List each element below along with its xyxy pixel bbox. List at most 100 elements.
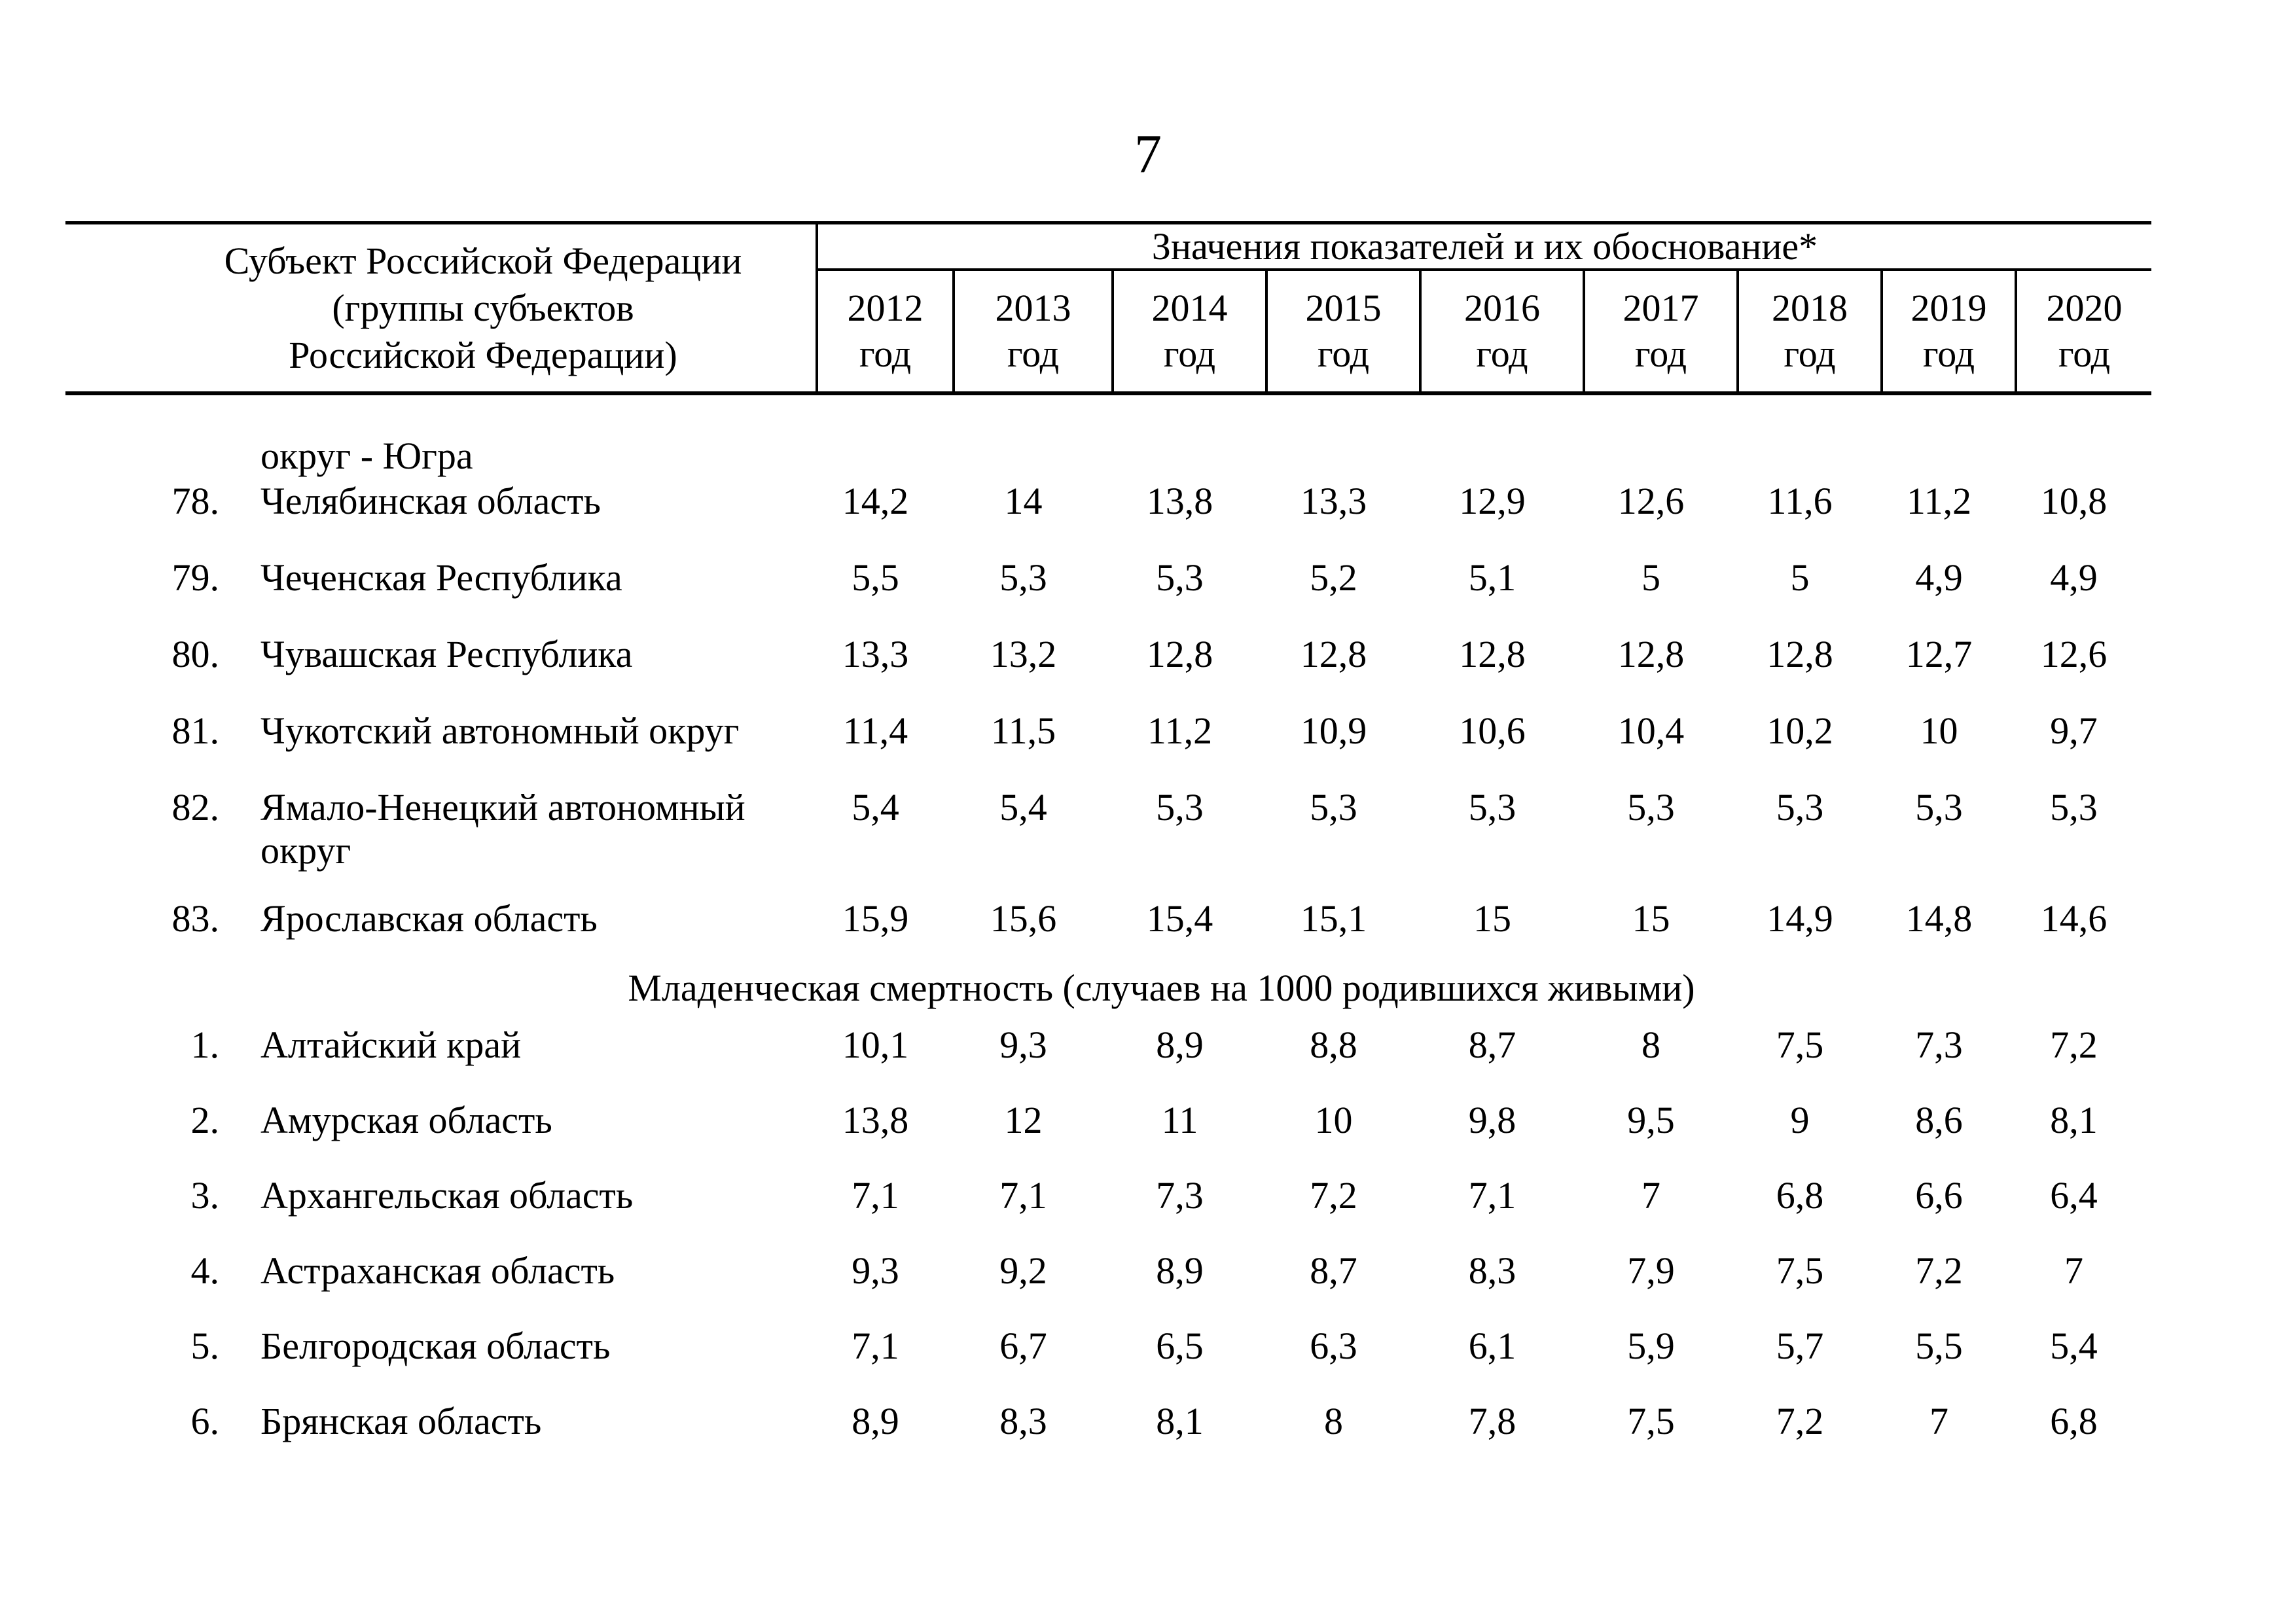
- indicators-table: Субъект Российской Федерации (группы суб…: [65, 221, 2152, 1475]
- value-cell: [954, 393, 1113, 480]
- year-column-header-2014: 2014 год: [1111, 270, 1267, 395]
- value-cell: 15,6: [990, 897, 1057, 940]
- year-column-header-2015: 2015 год: [1265, 270, 1421, 395]
- value-cell: 10,4: [1617, 709, 1685, 752]
- value-cell: 15,4: [1146, 897, 1213, 940]
- table-row: 78. Челябинская область 14,2 14 13,8 13,3 12,9…: [65, 480, 2151, 556]
- value-cell: 7,8: [1468, 1400, 1516, 1442]
- year-column-header-2013: 2013 год: [952, 270, 1113, 395]
- region-name-cell: Архангельская область: [260, 1174, 634, 1217]
- value-cell: 8: [1641, 1024, 1661, 1066]
- value-cell: 7,2: [1310, 1174, 1357, 1217]
- row-number-cell: 81.: [171, 709, 220, 752]
- value-cell: [1738, 393, 1882, 480]
- value-cell: 6,5: [1156, 1325, 1204, 1367]
- value-cell: 13,3: [1300, 480, 1367, 522]
- value-cell: 9,7: [2050, 709, 2098, 752]
- value-cell: 7,3: [1156, 1174, 1204, 1217]
- value-cell: 10,1: [842, 1024, 909, 1066]
- value-cell: [1584, 393, 1738, 480]
- year-column-header-2019: 2019 год: [1880, 270, 2017, 395]
- region-name-cell: Брянская область: [260, 1400, 542, 1442]
- value-cell: 7,5: [1627, 1400, 1675, 1442]
- row-number-cell: 83.: [171, 897, 220, 940]
- value-cell: 5,4: [999, 786, 1047, 829]
- row-number-cell: 2.: [190, 1099, 220, 1141]
- value-cell: 5,3: [1915, 786, 1963, 829]
- value-cell: 5: [1641, 556, 1661, 599]
- value-cell: 5,4: [852, 786, 899, 829]
- value-cell: 5,3: [2050, 786, 2098, 829]
- table-row: 2. Амурская область 13,8 12 11 10 9,8 9,5 9 8,6 8,…: [65, 1099, 2151, 1174]
- value-cell: 8,1: [1156, 1400, 1204, 1442]
- value-cell: 7,2: [1776, 1400, 1824, 1442]
- value-cell: 8,1: [2050, 1099, 2098, 1141]
- region-name-cell: Астраханская область: [260, 1249, 615, 1292]
- value-cell: 7: [2064, 1249, 2084, 1292]
- value-cell: 10,8: [2040, 480, 2108, 522]
- value-cell: 8,9: [1156, 1024, 1204, 1066]
- value-cell: 12: [1004, 1099, 1043, 1141]
- value-cell: 12,6: [2040, 633, 2108, 675]
- year-column-header-2016: 2016 год: [1419, 270, 1585, 395]
- row-number-cell: [65, 393, 219, 480]
- value-cell: 9,3: [999, 1024, 1047, 1066]
- value-cell: 12,8: [1300, 633, 1367, 675]
- value-cell: 13,3: [842, 633, 909, 675]
- value-cell: 8,8: [1310, 1024, 1357, 1066]
- row-number-cell: 6.: [190, 1400, 220, 1442]
- value-cell: 7: [1929, 1400, 1949, 1442]
- value-cell: 6,1: [1468, 1325, 1516, 1367]
- value-cell: 6,8: [2050, 1400, 2098, 1442]
- row-number-cell: 4.: [190, 1249, 220, 1292]
- header-row-top: Субъект Российской Федерации (группы суб…: [65, 223, 2152, 395]
- table-row: 1. Алтайский край 10,1 9,3 8,9 8,8 8,7 8 7,5 7,3 7…: [65, 1024, 2151, 1099]
- value-cell: [1420, 393, 1584, 480]
- value-cell: 8: [1324, 1400, 1344, 1442]
- row-number-cell: 80.: [171, 633, 220, 675]
- value-cell: 6,6: [1915, 1174, 1963, 1217]
- table-row: 83. Ярославская область 15,9 15,6 15,4 15,1 15…: [65, 897, 2151, 965]
- value-cell: 10: [1920, 709, 1958, 752]
- value-cell: [1882, 393, 2016, 480]
- region-name-cell: Ярославская область: [260, 897, 598, 940]
- value-cell: 5,3: [1468, 786, 1516, 829]
- value-cell: 11,4: [842, 709, 908, 752]
- region-name-cell: Амурская область: [260, 1099, 552, 1141]
- row-number-cell: 3.: [190, 1174, 220, 1217]
- table-row: 3. Архангельская область 7,1 7,1 7,3 7,2 7,1 7 6…: [65, 1174, 2151, 1249]
- value-cell: 5,2: [1310, 556, 1357, 599]
- table-row: 79. Чеченская Республика 5,5 5,3 5,3 5,2 5,1 5 5…: [65, 556, 2151, 633]
- value-cell: 4,9: [1915, 556, 1963, 599]
- page-number: 7: [1134, 124, 1162, 185]
- value-cell: [2016, 393, 2151, 480]
- value-cell: 9: [1790, 1099, 1810, 1141]
- values-group-header: Значения показателей и их обоснование*: [817, 223, 2152, 271]
- value-cell: 15,1: [1300, 897, 1367, 940]
- value-cell: 10: [1314, 1099, 1353, 1141]
- value-cell: 6,8: [1776, 1174, 1824, 1217]
- value-cell: [1113, 393, 1266, 480]
- value-cell: 7,2: [1915, 1249, 1963, 1292]
- value-cell: 7,3: [1915, 1024, 1963, 1066]
- value-cell: 15,9: [842, 897, 909, 940]
- row-number-cell: 79.: [171, 556, 220, 599]
- value-cell: 5,3: [1776, 786, 1824, 829]
- table-row: 4. Астраханская область 9,3 9,2 8,9 8,7 8,3 7,9…: [65, 1249, 2151, 1325]
- row-number-cell: 5.: [190, 1325, 220, 1367]
- value-cell: 8,7: [1468, 1024, 1516, 1066]
- value-cell: 5,3: [999, 556, 1047, 599]
- value-cell: 9,3: [852, 1249, 899, 1292]
- table-header: Субъект Российской Федерации (группы суб…: [65, 223, 2152, 395]
- value-cell: 4,9: [2050, 556, 2098, 599]
- value-cell: 5,3: [1156, 556, 1204, 599]
- section-heading: Младенческая смертность (случаев на 1000…: [628, 967, 1695, 1009]
- value-cell: 6,4: [2050, 1174, 2098, 1217]
- value-cell: 7: [1641, 1174, 1661, 1217]
- value-cell: 5,5: [1915, 1325, 1963, 1367]
- value-cell: 6,7: [999, 1325, 1047, 1367]
- value-cell: 13,8: [842, 1099, 909, 1141]
- value-cell: 9,8: [1468, 1099, 1516, 1141]
- subject-column-header: Субъект Российской Федерации (группы суб…: [65, 223, 819, 395]
- value-cell: 5,3: [1156, 786, 1204, 829]
